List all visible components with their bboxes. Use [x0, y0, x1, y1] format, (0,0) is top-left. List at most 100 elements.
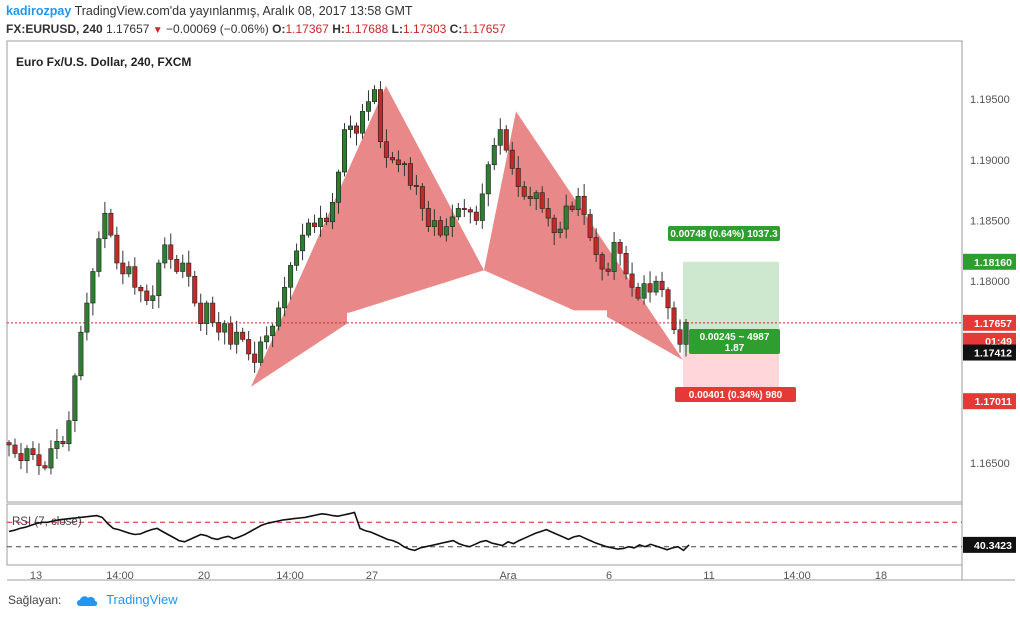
- candle-up: [282, 286, 288, 309]
- candle-up: [479, 193, 485, 221]
- candle-up: [455, 208, 461, 218]
- candle-down: [581, 195, 587, 215]
- candle-down: [569, 205, 575, 210]
- xabcd-pattern-right: [484, 111, 683, 361]
- low-label: L:: [391, 22, 403, 36]
- candle-down: [647, 283, 653, 293]
- chart-title: Euro Fx/U.S. Dollar, 240, FXCM: [16, 55, 191, 69]
- candle-down: [395, 159, 401, 166]
- candle-up: [557, 228, 563, 233]
- candle-down: [144, 290, 150, 301]
- rsi-line: [8, 511, 690, 552]
- target-price-badge-bg: [963, 253, 1016, 270]
- x-tick-label: 18: [875, 570, 887, 582]
- y-tick-label: 1.18000: [970, 276, 1010, 288]
- candle-down: [617, 242, 623, 254]
- candle-up: [72, 375, 78, 422]
- candle-down: [437, 220, 443, 236]
- position-profit-label: 0.00748 (0.64%) 1037.3: [670, 229, 778, 240]
- candle-up: [431, 220, 437, 227]
- candle-down: [377, 89, 383, 142]
- candle-up: [276, 307, 282, 327]
- candle-down: [114, 234, 120, 264]
- candle-up: [683, 322, 689, 345]
- candle-down: [605, 268, 611, 272]
- candle-up: [78, 331, 84, 377]
- candle-down: [413, 185, 419, 187]
- candle-down: [18, 453, 24, 462]
- candle-down: [210, 302, 216, 323]
- candle-down: [407, 163, 413, 186]
- rsi-value-badge-bg: [963, 536, 1016, 553]
- candle-up: [66, 420, 72, 445]
- candle-up: [204, 302, 210, 324]
- symbol-label: FX:EURUSD, 240: [6, 22, 103, 36]
- candle-up: [336, 171, 342, 203]
- candle-down: [551, 217, 557, 233]
- candle-up: [449, 216, 455, 227]
- last-price-badge: 1.17657: [974, 318, 1012, 330]
- candle-down: [60, 441, 66, 445]
- position-ratio-label: 0.00245 ~ 4987: [700, 332, 770, 343]
- candle-down: [665, 289, 671, 309]
- candle-up: [347, 125, 353, 130]
- candle-down: [353, 125, 359, 134]
- candle-down: [186, 262, 192, 277]
- candle-down: [174, 259, 180, 272]
- close-label: C:: [449, 22, 463, 36]
- candle-up: [653, 280, 659, 293]
- candle-down: [216, 322, 222, 333]
- rsi-pane-frame: [6, 503, 963, 566]
- chart-header-ohlc: FX:EURUSD, 240 1.17657 ▼ −0.00069 (−0.06…: [6, 22, 506, 36]
- price-change: −0.00069 (−0.06%): [166, 22, 269, 36]
- candle-up: [234, 331, 240, 345]
- candle-down: [599, 254, 605, 270]
- published-text: TradingView.com'da yayınlanmış, Aralık 0…: [74, 4, 413, 18]
- entry-price-badge-bg: [963, 344, 1016, 361]
- candle-down: [527, 195, 533, 200]
- candle-down: [108, 212, 114, 236]
- open-value: 1.17367: [285, 22, 329, 36]
- candle-down: [659, 280, 665, 290]
- last-price-badge-bg: [963, 314, 1016, 331]
- candle-up: [359, 111, 365, 134]
- candle-up: [48, 448, 54, 469]
- candle-up: [84, 302, 90, 333]
- candle-up: [54, 441, 60, 449]
- candle-down: [168, 244, 174, 260]
- author-name[interactable]: kadirozpay: [6, 4, 72, 18]
- high-label: H:: [332, 22, 345, 36]
- candle-down: [521, 186, 527, 197]
- chart-header-publication: kadirozpay TradingView.com'da yayınlanmı…: [6, 4, 413, 18]
- xabcd-pattern-left: [251, 85, 484, 387]
- candle-down: [6, 442, 12, 446]
- candle-down: [623, 253, 629, 275]
- candle-up: [563, 205, 569, 230]
- candle-up: [96, 238, 102, 272]
- candle-down: [539, 192, 545, 209]
- candle-down: [228, 323, 234, 345]
- low-value: 1.17303: [402, 22, 447, 36]
- candle-up: [258, 341, 264, 363]
- x-tick-label: 11: [703, 570, 714, 582]
- candle-up: [306, 222, 312, 236]
- candle-up: [102, 212, 108, 240]
- stop-price-badge-bg: [963, 393, 1016, 410]
- down-arrow-icon: ▼: [152, 25, 163, 36]
- candle-up: [126, 266, 132, 275]
- candle-down: [389, 157, 395, 161]
- candle-up: [497, 129, 503, 146]
- candle-up: [443, 226, 449, 236]
- footer-brand[interactable]: TradingView: [106, 592, 178, 607]
- candle-up: [294, 250, 300, 266]
- target-price-badge: 1.18160: [974, 257, 1012, 269]
- candle-down: [324, 217, 330, 223]
- candle-down: [635, 286, 641, 299]
- open-label: O:: [272, 22, 286, 36]
- candle-down: [545, 208, 551, 219]
- candle-up: [300, 234, 306, 252]
- tradingview-cloud-icon: [76, 596, 97, 606]
- candle-down: [629, 273, 635, 288]
- candle-down: [240, 331, 246, 340]
